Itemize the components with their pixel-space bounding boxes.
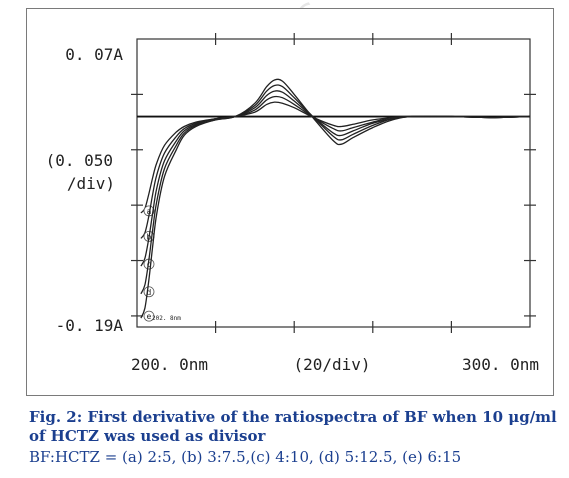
- curve-label-c: c: [147, 260, 152, 269]
- x-tick-label-end: 300. 0nm: [462, 355, 539, 374]
- curve-label-ring: [143, 310, 155, 322]
- series-line-a: [140, 101, 531, 214]
- plot-box: [136, 38, 531, 328]
- curve-label-e: e: [147, 312, 152, 321]
- y-bottom-label: -0. 19A: [56, 316, 124, 335]
- series-line-d: [140, 84, 531, 295]
- series-line-b: [140, 95, 531, 239]
- series-line-e: [140, 78, 531, 319]
- curve-label-a: a: [147, 207, 152, 216]
- x-tick-label-start: 200. 0nm: [131, 355, 208, 374]
- y-axis-label: /div): [67, 174, 115, 193]
- figure-caption-ratios: BF:HCTZ = (a) 2:5, (b) 3:7.5,(c) 4:10, (…: [29, 448, 462, 466]
- figure-caption: Fig. 2: First derivative of the ratiospe…: [29, 408, 557, 445]
- corner-wavelength-label: 202. 8nm: [152, 315, 181, 322]
- y-axis-label: (0. 050: [46, 151, 113, 170]
- y-top-label: 0. 07A: [65, 45, 123, 64]
- curve-label-d: d: [147, 288, 152, 297]
- x-axis-label: (20/div): [293, 355, 370, 374]
